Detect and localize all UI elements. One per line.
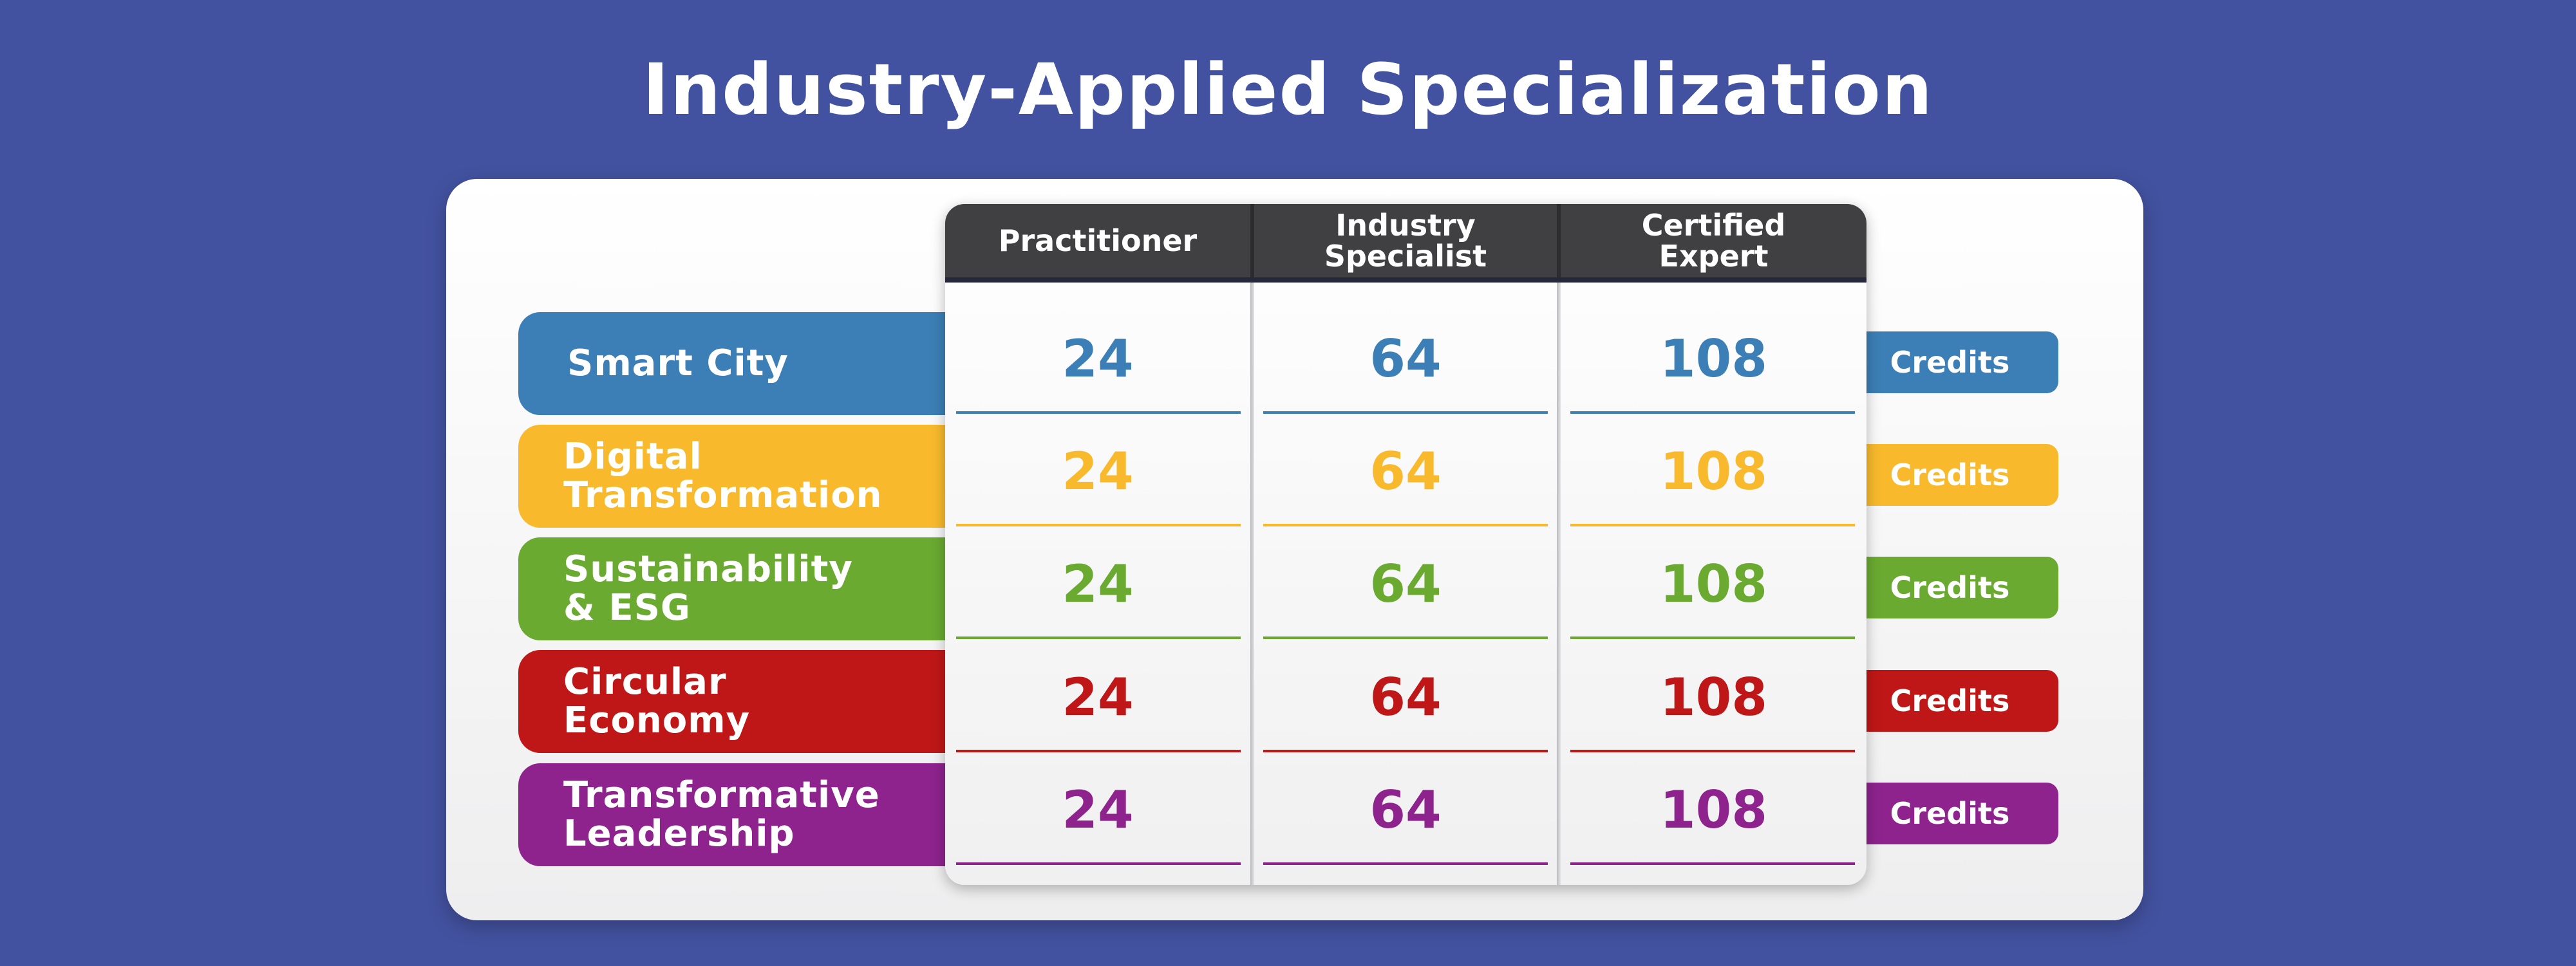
credits-tag-transformative-leadership: Credits	[1841, 783, 2058, 844]
column-header-certified-expert: Certified Expert	[1641, 208, 1786, 274]
credits-tag-circular-economy: Credits	[1841, 670, 2058, 732]
row-label-transformative-leadership: Transformative Leadership	[518, 763, 1008, 866]
cell-smart-city-practitioner: 24	[1062, 328, 1134, 389]
row-underline	[1263, 750, 1548, 752]
row-label-digital-transformation: Digital Transformation	[518, 425, 1008, 528]
credits-tag-smart-city: Credits	[1841, 331, 2058, 393]
row-underline	[1570, 862, 1855, 865]
row-underline	[1570, 750, 1855, 752]
row-underline	[1263, 862, 1548, 865]
table-header: Practitioner Industry Specialist Certifi…	[945, 204, 1866, 283]
cell-circular-economy-certified-expert: 108	[1660, 667, 1767, 727]
cell-digital-transformation-certified-expert: 108	[1660, 441, 1767, 501]
cell-circular-economy-industry-specialist: 64	[1369, 667, 1442, 727]
column-divider	[1250, 204, 1254, 885]
row-underline	[1263, 636, 1548, 639]
credits-tag-sustainability-esg: Credits	[1841, 557, 2058, 618]
row-underline	[1570, 411, 1855, 414]
cell-sustainability-esg-practitioner: 24	[1062, 553, 1134, 614]
page-title: Industry-Applied Specialization	[642, 48, 1934, 131]
row-underline	[1570, 524, 1855, 526]
cell-transformative-leadership-practitioner: 24	[1062, 779, 1134, 840]
cell-smart-city-certified-expert: 108	[1660, 328, 1767, 389]
row-underline	[956, 524, 1241, 526]
cell-sustainability-esg-certified-expert: 108	[1660, 553, 1767, 614]
cell-circular-economy-practitioner: 24	[1062, 667, 1134, 727]
column-header-industry-specialist: Industry Specialist	[1324, 208, 1487, 274]
cell-transformative-leadership-industry-specialist: 64	[1369, 779, 1442, 840]
row-underline	[1263, 524, 1548, 526]
credits-table: Practitioner Industry Specialist Certifi…	[945, 204, 1866, 885]
cell-digital-transformation-industry-specialist: 64	[1369, 441, 1442, 501]
row-underline	[956, 750, 1241, 752]
row-underline	[956, 411, 1241, 414]
row-underline	[956, 636, 1241, 639]
row-label-smart-city: Smart City	[518, 312, 1008, 415]
cell-digital-transformation-practitioner: 24	[1062, 441, 1134, 501]
row-underline	[956, 862, 1241, 865]
row-label-circular-economy: Circular Economy	[518, 650, 1008, 753]
header-divider	[1557, 204, 1561, 277]
column-divider	[1557, 204, 1561, 885]
header-divider	[1250, 204, 1254, 277]
column-header-practitioner: Practitioner	[998, 223, 1198, 258]
row-underline	[1263, 411, 1548, 414]
cell-transformative-leadership-certified-expert: 108	[1660, 779, 1767, 840]
credits-tag-digital-transformation: Credits	[1841, 444, 2058, 506]
cell-sustainability-esg-industry-specialist: 64	[1369, 553, 1442, 614]
cell-smart-city-industry-specialist: 64	[1369, 328, 1442, 389]
row-label-sustainability-esg: Sustainability & ESG	[518, 537, 1008, 640]
row-underline	[1570, 636, 1855, 639]
